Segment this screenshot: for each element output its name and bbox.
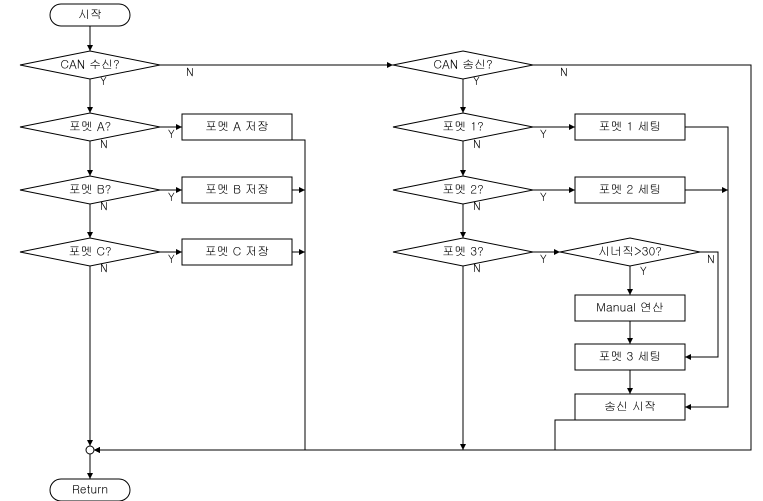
node-label-return: Return xyxy=(72,481,108,498)
svg-text:Y: Y xyxy=(540,252,547,267)
node-fmt_b_q: 포멧 B? xyxy=(20,176,160,204)
flow-line xyxy=(94,420,630,450)
node-manual: Manual 연산 xyxy=(575,295,685,321)
svg-text:Y: Y xyxy=(540,127,547,142)
node-label-manual: Manual 연산 xyxy=(596,299,664,316)
svg-text:Y: Y xyxy=(168,190,175,205)
node-save_a: 포멧 A 저장 xyxy=(182,114,292,140)
node-fmt_3_q: 포멧 3? xyxy=(393,238,533,266)
node-merge xyxy=(86,446,94,454)
svg-text:Y: Y xyxy=(168,252,175,267)
node-label-set_3: 포멧 3 세팅 xyxy=(599,348,662,365)
node-label-fmt_b_q: 포멧 B? xyxy=(69,181,112,198)
node-label-tx_start: 송신 시작 xyxy=(604,398,656,415)
svg-text:Y: Y xyxy=(640,264,647,279)
node-can_tx: CAN 송신? xyxy=(393,51,533,79)
svg-text:N: N xyxy=(560,65,568,80)
node-fmt_1_q: 포멧 1? xyxy=(393,113,533,141)
node-label-can_rx: CAN 수신? xyxy=(60,56,119,73)
node-set_3: 포멧 3 세팅 xyxy=(575,344,685,370)
node-save_b: 포멧 B 저장 xyxy=(182,177,292,203)
node-label-set_2: 포멧 2 세팅 xyxy=(599,181,662,198)
node-fmt_c_q: 포멧 C? xyxy=(20,238,160,266)
node-label-fmt_3_q: 포멧 3? xyxy=(442,243,483,260)
node-label-fmt_c_q: 포멧 C? xyxy=(68,243,111,260)
node-fmt_2_q: 포멧 2? xyxy=(393,176,533,204)
node-label-start: 시작 xyxy=(78,6,102,23)
svg-text:Y: Y xyxy=(168,127,175,142)
node-return: Return xyxy=(50,479,130,501)
svg-text:N: N xyxy=(186,65,194,80)
node-label-fmt_2_q: 포멧 2? xyxy=(442,181,483,198)
flow-line xyxy=(685,127,728,407)
node-save_c: 포멧 C 저장 xyxy=(182,239,292,265)
node-label-sync_q: 시너직>30? xyxy=(598,243,662,260)
node-label-set_1: 포멧 1 세팅 xyxy=(599,118,662,135)
node-fmt_a_q: 포멧 A? xyxy=(20,113,160,141)
svg-text:Y: Y xyxy=(540,190,547,205)
node-can_rx: CAN 수신? xyxy=(20,51,160,79)
svg-text:N: N xyxy=(707,252,715,267)
node-sync_q: 시너직>30? xyxy=(560,238,700,266)
node-start: 시작 xyxy=(50,4,130,26)
flow-line xyxy=(685,252,718,357)
node-set_2: 포멧 2 세팅 xyxy=(575,177,685,203)
node-tx_start: 송신 시작 xyxy=(575,394,685,420)
node-label-fmt_a_q: 포멧 A? xyxy=(69,118,111,135)
node-label-save_b: 포멧 B 저장 xyxy=(205,181,269,198)
node-label-fmt_1_q: 포멧 1? xyxy=(442,118,483,135)
node-label-save_c: 포멧 C 저장 xyxy=(205,243,270,260)
node-set_1: 포멧 1 세팅 xyxy=(575,114,685,140)
node-label-can_tx: CAN 송신? xyxy=(433,56,492,73)
node-label-save_a: 포멧 A 저장 xyxy=(205,118,269,135)
